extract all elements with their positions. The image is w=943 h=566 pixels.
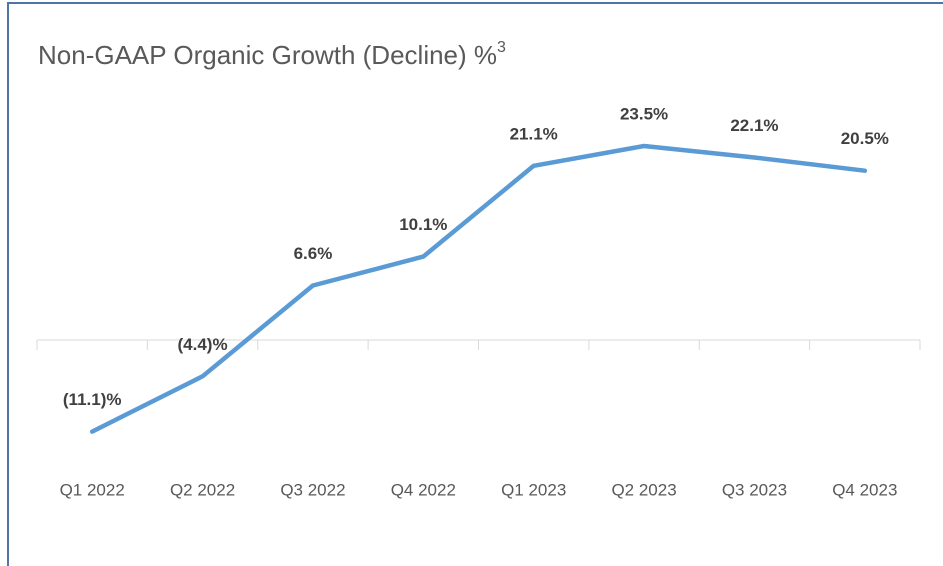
series-line xyxy=(89,143,868,434)
chart-title: Non-GAAP Organic Growth (Decline) %3 xyxy=(38,39,506,70)
title-text: Non-GAAP Organic Growth (Decline) % xyxy=(38,40,497,70)
x-tick-label: Q3 2023 xyxy=(722,480,787,499)
data-label: 21.1% xyxy=(510,124,558,143)
x-tick-label: Q4 2022 xyxy=(391,480,456,499)
x-tick-label: Q3 2022 xyxy=(280,480,345,499)
data-label: 22.1% xyxy=(730,116,778,135)
x-tick-label: Q1 2022 xyxy=(60,480,125,499)
data-label: 6.6% xyxy=(294,244,333,263)
x-tick-label: Q2 2023 xyxy=(611,480,676,499)
x-tick-label: Q1 2023 xyxy=(501,480,566,499)
data-label: 10.1% xyxy=(399,215,447,234)
data-label: 23.5% xyxy=(620,104,668,123)
x-tick-label: Q2 2022 xyxy=(170,480,235,499)
x-tick-label: Q4 2023 xyxy=(832,480,897,499)
title-superscript: 3 xyxy=(497,39,506,56)
data-label: (11.1)% xyxy=(63,390,122,409)
data-label: 20.5% xyxy=(841,129,889,148)
data-label: (4.4)% xyxy=(178,335,228,354)
frame xyxy=(7,2,943,566)
